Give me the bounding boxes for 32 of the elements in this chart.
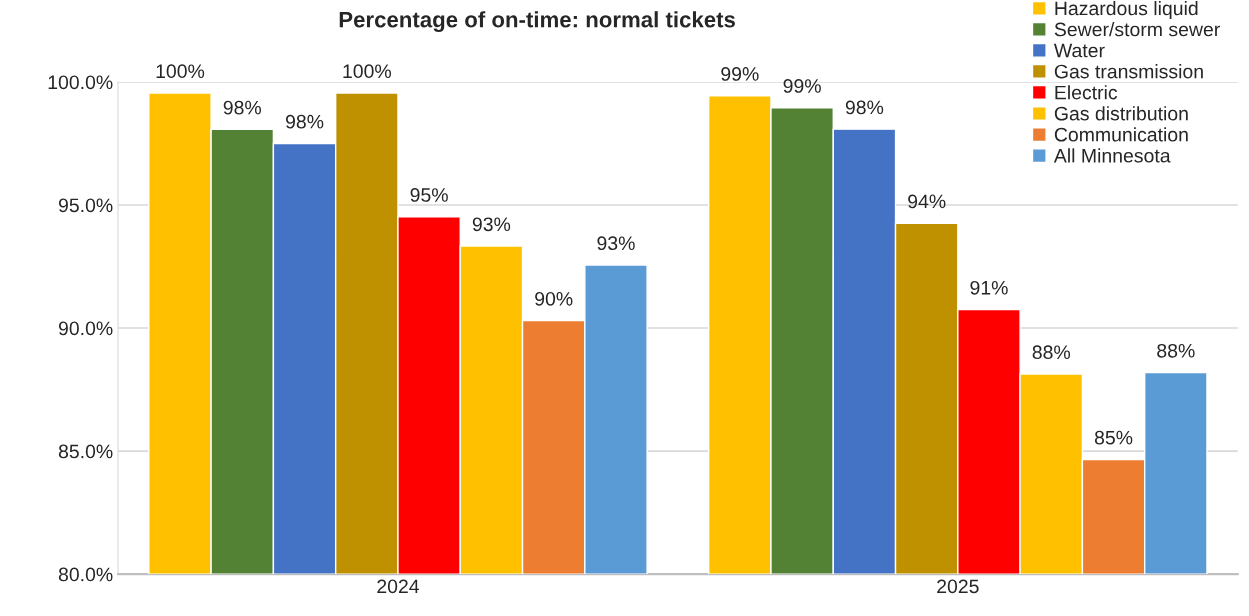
data-label: 98% <box>223 100 262 115</box>
data-label: 99% <box>783 79 821 93</box>
data-label: 98% <box>845 100 884 115</box>
legend-label: Sewer/storm sewer <box>1054 22 1220 37</box>
data-label: 95% <box>410 188 448 202</box>
chart-title: Percentage of on-time: normal tickets <box>339 11 735 32</box>
y-tick-label: 85.0% <box>58 444 113 459</box>
y-tick-label: 95.0% <box>58 198 113 213</box>
data-label: 99% <box>721 67 759 81</box>
legend-label: Communication <box>1054 127 1188 142</box>
legend-label: Hazardous liquid <box>1055 0 1198 20</box>
legend-label: Gas distribution <box>1054 106 1188 121</box>
x-tick-label: 2024 <box>377 579 420 594</box>
data-label: 88% <box>1032 345 1071 360</box>
data-label: 94% <box>908 194 946 209</box>
legend-label: Water <box>1053 43 1105 58</box>
legend-label: Gas transmission <box>1054 64 1203 79</box>
y-tick-label: 100.0% <box>48 75 113 90</box>
y-tick-label: 90.0% <box>58 321 113 336</box>
data-label: 90% <box>535 291 573 306</box>
data-label: 91% <box>970 280 1008 295</box>
data-label: 88% <box>1157 343 1195 358</box>
data-label: 93% <box>597 236 635 251</box>
y-tick-label: 80.0% <box>58 567 113 582</box>
data-label: 98% <box>285 114 324 129</box>
legend-label: Electric <box>1055 85 1118 100</box>
legend-label: All Minnesota <box>1053 148 1171 163</box>
x-tick-label: 2025 <box>937 579 979 594</box>
data-label: 85% <box>1094 430 1133 445</box>
data-label: 100% <box>156 64 205 79</box>
data-label: 100% <box>343 64 391 79</box>
data-label: 93% <box>472 217 511 232</box>
